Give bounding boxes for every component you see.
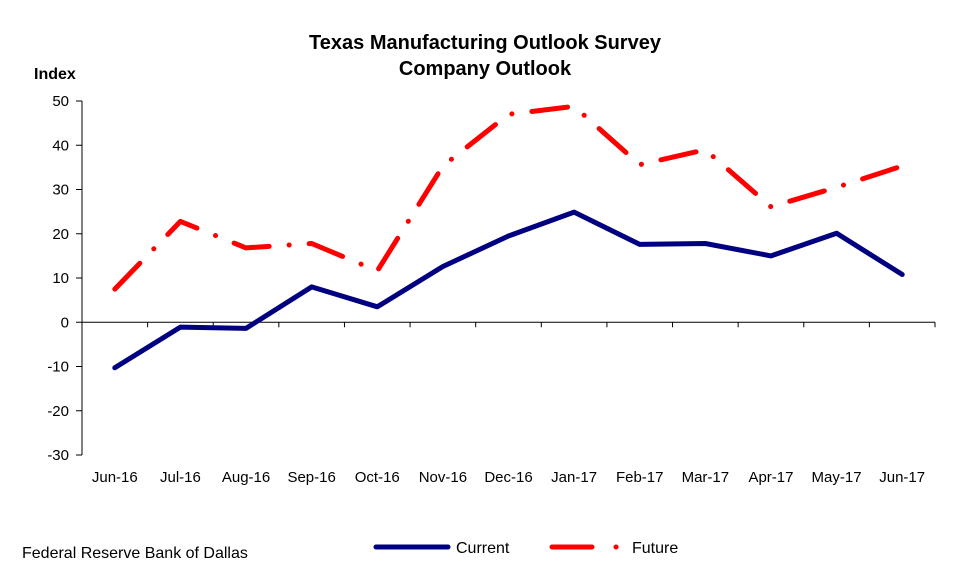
x-tick-label: Nov-16: [419, 469, 467, 486]
y-tick-label: 40: [52, 137, 69, 154]
x-tick-label: Dec-16: [484, 469, 532, 486]
x-tick-label: Oct-16: [355, 469, 400, 486]
x-tick-label: Jun-16: [92, 469, 138, 486]
x-tick-label: Jul-16: [160, 469, 201, 486]
y-tick-label: -20: [47, 403, 69, 420]
legend: Current Future: [373, 540, 678, 557]
x-tick-label: May-17: [812, 469, 862, 486]
y-tick-label: 20: [52, 226, 69, 243]
y-tick-label: 0: [61, 314, 69, 331]
x-tick-label: Apr-17: [748, 469, 793, 486]
x-tick-label: Mar-17: [682, 469, 730, 486]
y-tick-label: 30: [52, 182, 69, 199]
series-line-future: [112, 103, 905, 292]
source-note: Federal Reserve Bank of Dallas: [22, 545, 248, 562]
y-tick-label: 10: [52, 270, 69, 287]
x-tick-label: Jan-17: [551, 469, 597, 486]
tick-labels: 50 40 30 20 10 0 -10 -20 -30 Jun-16 Jul-16 Aug-16 Se…: [47, 93, 925, 486]
chart-title-line-2: Company Outlook: [399, 58, 572, 80]
x-tick-label: Jun-17: [879, 469, 925, 486]
x-tick-label: Sep-16: [287, 469, 335, 486]
y-tick-label: -30: [47, 447, 69, 464]
legend-label-current: Current: [456, 540, 510, 557]
y-axis-label: Index: [34, 66, 76, 83]
axes: [76, 100, 936, 456]
series-line-current: [112, 209, 905, 371]
x-tick-label: Aug-16: [222, 469, 270, 486]
y-tick-label: -10: [47, 359, 69, 376]
legend-label-future: Future: [632, 540, 678, 557]
chart-title-line-1: Texas Manufacturing Outlook Survey: [309, 32, 662, 54]
series-layer: [112, 103, 905, 371]
x-tick-label: Feb-17: [616, 469, 664, 486]
y-tick-label: 50: [52, 93, 69, 110]
